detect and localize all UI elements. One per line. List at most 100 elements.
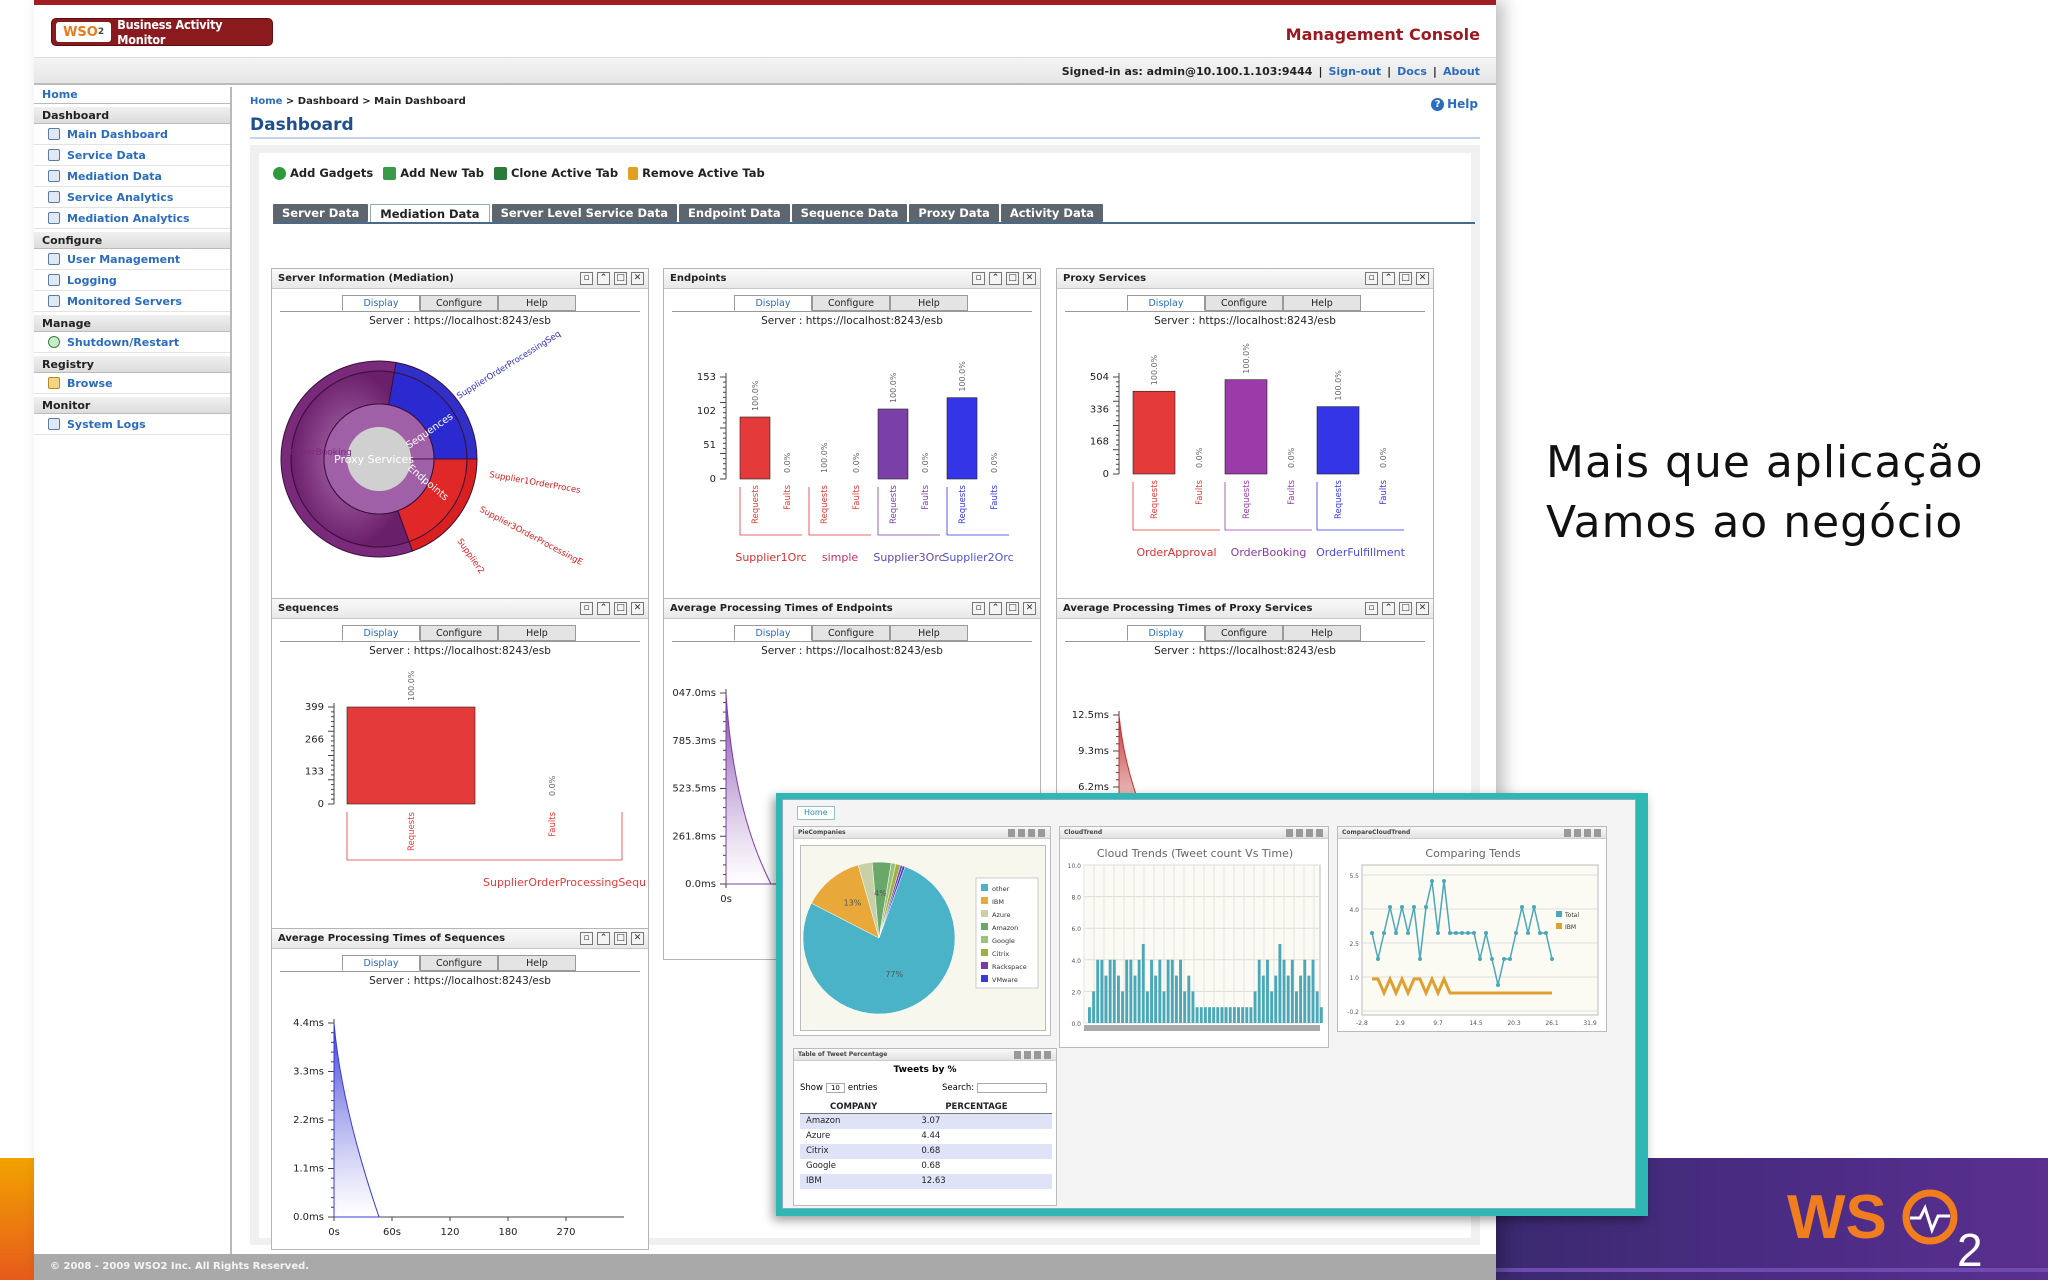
subtab-configure[interactable]: Configure bbox=[812, 295, 890, 311]
subtab-display[interactable]: Display bbox=[342, 625, 420, 641]
subtab-configure[interactable]: Configure bbox=[420, 295, 498, 311]
column-header[interactable]: COMPANY bbox=[800, 1101, 916, 1114]
collapse-icon[interactable]: ⌃ bbox=[597, 272, 610, 285]
subtab-configure[interactable]: Configure bbox=[1205, 295, 1283, 311]
service-icon bbox=[48, 149, 60, 161]
help-link[interactable]: ? Help bbox=[1431, 97, 1478, 111]
collapse-icon[interactable]: ⌃ bbox=[597, 602, 610, 615]
collapse-icon[interactable]: ⌃ bbox=[1382, 272, 1395, 285]
subtab-help[interactable]: Help bbox=[890, 625, 968, 641]
data-point bbox=[1538, 931, 1542, 935]
maximize-icon[interactable]: □ bbox=[614, 932, 627, 945]
settings-icon[interactable]: ▫ bbox=[972, 602, 985, 615]
sidebar-item-mediation-analytics[interactable]: Mediation Analytics bbox=[34, 208, 230, 229]
settings-icon[interactable]: ▫ bbox=[580, 602, 593, 615]
sidebar-item-system-logs[interactable]: System Logs bbox=[34, 414, 230, 435]
tab-server-level-service-data[interactable]: Server Level Service Data bbox=[491, 204, 678, 222]
bar bbox=[1088, 1007, 1091, 1023]
subtab-display[interactable]: Display bbox=[1127, 625, 1205, 641]
subtab-display[interactable]: Display bbox=[342, 955, 420, 971]
subtab-configure[interactable]: Configure bbox=[420, 625, 498, 641]
add-gadgets-button[interactable]: Add Gadgets bbox=[273, 166, 373, 180]
subtab-help[interactable]: Help bbox=[498, 625, 576, 641]
tab-mediation-data[interactable]: Mediation Data bbox=[370, 204, 490, 223]
collapse-icon[interactable]: ⌃ bbox=[989, 602, 1002, 615]
table-search: Search: bbox=[942, 1083, 1048, 1093]
sidebar-item-logging[interactable]: Logging bbox=[34, 270, 230, 291]
subtab-help[interactable]: Help bbox=[890, 295, 968, 311]
cell-percentage: 0.68 bbox=[915, 1143, 1052, 1159]
close-icon[interactable]: ✕ bbox=[1416, 602, 1429, 615]
close-icon[interactable]: ✕ bbox=[1023, 272, 1036, 285]
about-link[interactable]: About bbox=[1442, 65, 1480, 78]
subtab-configure[interactable]: Configure bbox=[812, 625, 890, 641]
data-label: 100.0% bbox=[1150, 354, 1159, 385]
clone-active-tab-button[interactable]: Clone Active Tab bbox=[493, 166, 618, 180]
subtab-display[interactable]: Display bbox=[342, 295, 420, 311]
maximize-icon[interactable]: □ bbox=[1399, 602, 1412, 615]
maximize-icon[interactable]: □ bbox=[614, 272, 627, 285]
tab-proxy-data[interactable]: Proxy Data bbox=[909, 204, 999, 222]
tab-sequence-data[interactable]: Sequence Data bbox=[791, 204, 908, 222]
subtab-display[interactable]: Display bbox=[1127, 295, 1205, 311]
breadcrumb-home[interactable]: Home bbox=[250, 96, 283, 107]
tab-server-data[interactable]: Server Data bbox=[273, 204, 369, 222]
subtab-display[interactable]: Display bbox=[734, 625, 812, 641]
close-icon[interactable]: ✕ bbox=[631, 272, 644, 285]
settings-icon[interactable]: ▫ bbox=[1365, 602, 1378, 615]
sign-out-link[interactable]: Sign-out bbox=[1328, 65, 1382, 78]
subtab-configure[interactable]: Configure bbox=[1205, 625, 1283, 641]
wso2-logo: WS 2 bbox=[1787, 1183, 1983, 1270]
collapse-icon[interactable]: ⌃ bbox=[1382, 602, 1395, 615]
sidebar-item-browse[interactable]: Browse bbox=[34, 373, 230, 394]
gadget-subtabs: Display Configure Help bbox=[342, 625, 576, 641]
settings-icon[interactable]: ▫ bbox=[1365, 272, 1378, 285]
close-icon[interactable]: ✕ bbox=[631, 602, 644, 615]
maximize-icon[interactable]: □ bbox=[1006, 602, 1019, 615]
docs-link[interactable]: Docs bbox=[1397, 65, 1427, 78]
settings-icon[interactable]: ▫ bbox=[580, 272, 593, 285]
sidebar-home[interactable]: Home bbox=[34, 88, 230, 104]
sidebar-item-shutdown-restart[interactable]: Shutdown/Restart bbox=[34, 332, 230, 353]
settings-icon[interactable]: ▫ bbox=[972, 272, 985, 285]
sidebar-item-mediation-data[interactable]: Mediation Data bbox=[34, 166, 230, 187]
subtab-help[interactable]: Help bbox=[1283, 625, 1361, 641]
subtab-configure[interactable]: Configure bbox=[420, 955, 498, 971]
column-header[interactable]: PERCENTAGE bbox=[915, 1101, 1052, 1114]
collapse-icon[interactable]: ⌃ bbox=[597, 932, 610, 945]
subtab-display[interactable]: Display bbox=[734, 295, 812, 311]
maximize-icon[interactable]: □ bbox=[614, 602, 627, 615]
remove-active-tab-button[interactable]: Remove Active Tab bbox=[628, 166, 765, 180]
series-label: Requests bbox=[1150, 479, 1160, 519]
add-new-tab-button[interactable]: Add New Tab bbox=[383, 166, 484, 180]
entries-select[interactable]: 10 bbox=[825, 1083, 845, 1093]
subtab-help[interactable]: Help bbox=[1283, 295, 1361, 311]
sidebar-section-monitor: Monitor bbox=[34, 397, 230, 414]
subtab-help[interactable]: Help bbox=[498, 295, 576, 311]
maximize-icon[interactable]: □ bbox=[1399, 272, 1412, 285]
collapse-icon[interactable]: ⌃ bbox=[989, 272, 1002, 285]
sidebar-item-service-data[interactable]: Service Data bbox=[34, 145, 230, 166]
help-icon: ? bbox=[1431, 97, 1445, 111]
sidebar-item-main-dashboard[interactable]: Main Dashboard bbox=[34, 124, 230, 145]
settings-icon[interactable]: ▫ bbox=[580, 932, 593, 945]
close-icon[interactable]: ✕ bbox=[631, 932, 644, 945]
subtab-help[interactable]: Help bbox=[498, 955, 576, 971]
legend-label: Azure bbox=[992, 911, 1011, 919]
close-icon[interactable]: ✕ bbox=[1416, 272, 1429, 285]
overlay-home-tab[interactable]: Home bbox=[797, 806, 835, 820]
gadget-subtabs: Display Configure Help bbox=[734, 625, 968, 641]
bar bbox=[1261, 975, 1265, 1023]
bar bbox=[1282, 959, 1286, 1023]
sidebar-item-service-analytics[interactable]: Service Analytics bbox=[34, 187, 230, 208]
search-input[interactable] bbox=[977, 1083, 1048, 1093]
sidebar-item-user-management[interactable]: User Management bbox=[34, 249, 230, 270]
gadget-title: Proxy Services bbox=[1063, 273, 1147, 284]
close-icon[interactable]: ✕ bbox=[1023, 602, 1036, 615]
tab-endpoint-data[interactable]: Endpoint Data bbox=[679, 204, 790, 222]
bam-logo[interactable]: WSO 2 Business Activity Monitor bbox=[51, 17, 273, 47]
bar bbox=[1232, 1007, 1236, 1023]
maximize-icon[interactable]: □ bbox=[1006, 272, 1019, 285]
sidebar-item-monitored-servers[interactable]: Monitored Servers bbox=[34, 291, 230, 312]
tab-activity-data[interactable]: Activity Data bbox=[1000, 204, 1103, 222]
